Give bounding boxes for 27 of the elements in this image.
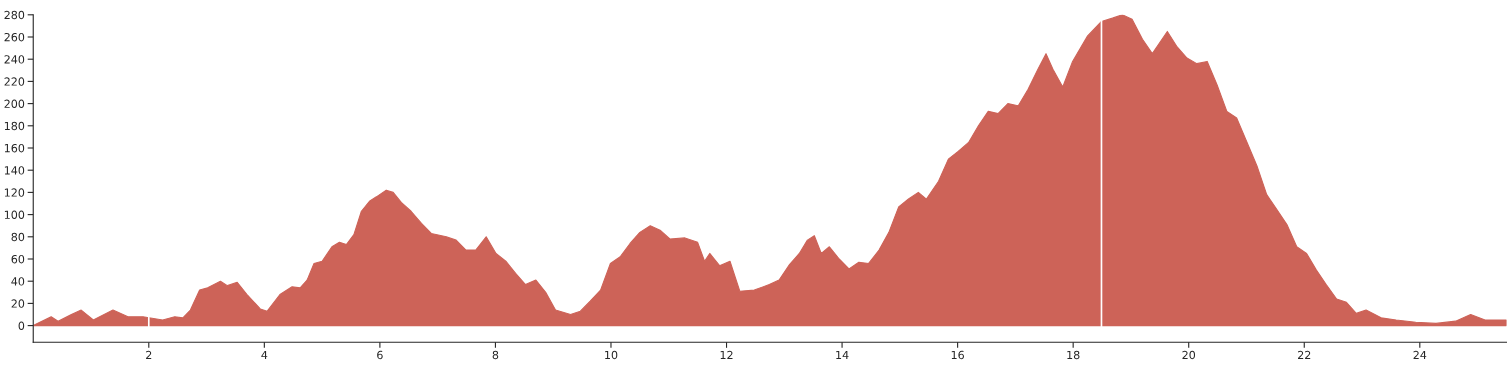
y-tick-label: 260 — [4, 32, 25, 42]
y-tick-label: 0 — [18, 321, 25, 330]
y-tick-label: 180 — [4, 121, 25, 131]
x-tick-label: 22 — [1298, 350, 1311, 360]
x-tick-label: 16 — [951, 350, 964, 360]
y-tick-label: 160 — [4, 143, 25, 153]
x-tick-label: 2 — [146, 350, 152, 360]
x-tick-label: 6 — [377, 350, 383, 360]
y-tick-label: 20 — [11, 299, 25, 308]
x-tick-label: 10 — [605, 350, 618, 360]
y-tick-label: 240 — [4, 55, 25, 64]
x-tick-label: 18 — [1067, 350, 1080, 360]
x-tick-label: 24 — [1413, 350, 1427, 360]
x-tick-label: 14 — [836, 350, 849, 360]
y-tick-label: 280 — [4, 10, 25, 20]
y-tick-label: 40 — [11, 277, 25, 286]
x-tick-label: 8 — [492, 350, 499, 360]
x-tick-label: 12 — [720, 350, 733, 360]
y-tick-label: 60 — [11, 254, 25, 264]
y-tick-label: 100 — [4, 210, 25, 219]
y-tick-label: 200 — [4, 99, 25, 108]
x-tick-label: 20 — [1182, 350, 1196, 360]
y-tick-label: 80 — [11, 232, 25, 242]
y-tick-label: 120 — [4, 188, 25, 197]
x-tick-label: 4 — [261, 350, 268, 360]
y-tick-label: 220 — [4, 77, 25, 86]
y-tick-label: 140 — [4, 166, 25, 175]
